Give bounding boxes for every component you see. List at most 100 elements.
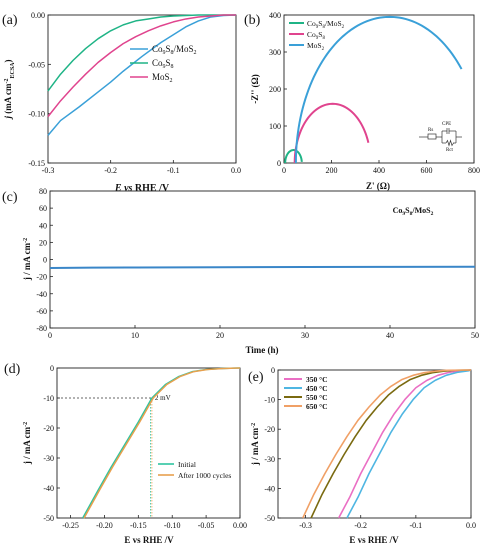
panel-e-xtick-label: -0.3 [299, 521, 312, 530]
panel-e-label: (e) [248, 370, 264, 385]
panel-e-xtick-label: 0.0 [466, 521, 476, 530]
panel-e-legend-label-350-c: 350 °C [306, 375, 328, 384]
panel-b-ytick-label: 300 [269, 48, 281, 57]
panel-e-xtick-label: -0.1 [410, 521, 423, 530]
panel-a-xtick-label: -0.3 [42, 166, 55, 175]
panel-e-ytick-label: 0 [271, 366, 275, 375]
panel-a: (a) -0.3 -0.2 -0.1 0.0 0.00 -0.05 -0.10 -0.15 E… [2, 11, 241, 194]
panel-d-xtick-label: -0.05 [198, 521, 215, 530]
panel-c-ytick-label: -60 [36, 307, 47, 316]
panel-d-lines [82, 367, 241, 519]
panel-d-xtick-label: 0.00 [233, 521, 247, 530]
inset-label-rs: Rs [428, 128, 433, 133]
equivalent-circuit-inset [419, 128, 462, 147]
panel-d-series-after-1000-cycles [83, 367, 241, 519]
panel-a-ytick-label: -0.15 [28, 159, 45, 168]
panel-a-xlabel: E vs RHE /V [114, 183, 170, 194]
panel-c-lines [49, 265, 476, 270]
panel-a-xtick-label: -0.2 [104, 166, 117, 175]
panel-a-series-co9s8 [47, 14, 236, 92]
panel-d-xtick-label: -0.20 [96, 521, 113, 530]
panel-e-ytick-label: -30 [264, 455, 275, 464]
inset-label-rct: Rct [446, 148, 454, 153]
panel-e-series-650-c [302, 369, 472, 519]
legend-label-b-mos2: MoS2 [307, 41, 325, 52]
legend-label-after-1000: After 1000 cycles [178, 471, 231, 480]
panel-a-ticks: -0.3 -0.2 -0.1 0.0 0.00 -0.05 -0.10 -0.15 [28, 11, 241, 175]
panel-b-xtick-label: 0 [282, 166, 286, 175]
panel-d-frame [56, 367, 241, 519]
legend-label-co9s8-mos2: Co9S8/MoS2 [152, 44, 197, 56]
panel-c-xtick-label: 10 [131, 331, 139, 340]
panel-a-frame [47, 14, 237, 164]
panel-e-ytick-label: -50 [264, 514, 275, 523]
panel-b-series-co9s8 [293, 102, 370, 164]
panel-d-ytick-label: -40 [43, 484, 54, 493]
panel-c-ytick-label: 60 [39, 204, 47, 213]
panel-c-ytick-label: 40 [39, 221, 47, 230]
panel-a-series-mos2 [47, 14, 236, 118]
panel-b-ytick-label: 200 [269, 85, 281, 94]
panel-b-ticks: 0 200 400 600 800 0 100 200 300 400 [269, 11, 480, 175]
panel-c-xtick-label: 0 [48, 331, 52, 340]
panel-b-xlabel: Z' (Ω) [366, 181, 390, 191]
panel-a-legend: Co9S8/MoS2 Co9S8 MoS2 [130, 44, 197, 84]
panel-d-annotation: 2 mV [57, 394, 171, 518]
panel-d-ytick-label: -30 [43, 454, 54, 463]
panel-c-ticks: 0 10 20 30 40 50 80 60 40 20 0 -20 -40 -60 -80 [36, 187, 479, 340]
panel-d-annotation-text: 2 mV [155, 394, 171, 402]
panel-e: (e) -0.3 -0.2 -0.1 0.0 0 -10 -20 -30 -40 -50 E vs… [248, 366, 476, 545]
panel-b-ytick-label: 400 [269, 11, 281, 20]
panel-c-title: Co9S8/MoS2 [393, 206, 434, 217]
panel-c-series-co9s8-mos2 [49, 265, 476, 270]
panel-e-ytick-label: -40 [264, 484, 275, 493]
panel-d-ytick-label: -20 [43, 424, 54, 433]
legend-label-initial: Initial [178, 460, 196, 469]
legend-label-b-co9s8: Co9S8 [307, 30, 325, 41]
panel-c-ytick-label: 0 [43, 256, 47, 265]
panel-b-ylabel: -Z'' (Ω) [250, 74, 260, 103]
panel-b-xtick-label: 200 [326, 166, 338, 175]
panel-a-lines [47, 14, 237, 136]
panel-e-ytick-label: -20 [264, 425, 275, 434]
panel-b-legend: Co9S8/MoS2 Co9S8 MoS2 [289, 19, 345, 52]
panel-e-series-550-c [310, 369, 472, 519]
legend-label-b-co9s8-mos2: Co9S8/MoS2 [307, 19, 345, 30]
panel-c-xlabel: Time (h) [245, 345, 278, 355]
panel-e-xtick-label: -0.2 [354, 521, 367, 530]
panel-d-ytick-label: 0 [50, 364, 54, 373]
panel-d-ytick-label: -50 [43, 514, 54, 523]
panel-e-xlabel: E vs RHE /V [349, 535, 399, 545]
panel-c-xtick-label: 40 [386, 331, 394, 340]
panel-c-ytick-label: 80 [39, 187, 47, 196]
panel-e-ticks: -0.3 -0.2 -0.1 0.0 0 -10 -20 -30 -40 -50 [264, 366, 476, 530]
panel-a-xtick-label: 0.0 [231, 166, 241, 175]
panel-e-lines [302, 369, 472, 519]
panel-d-legend: Initial After 1000 cycles [158, 460, 231, 480]
panel-c-xtick-label: 50 [471, 331, 479, 340]
panel-b-series-co9s8-mos2 [284, 149, 303, 163]
panel-b-ytick-label: 0 [277, 159, 281, 168]
panel-c-ytick-label: 20 [39, 238, 47, 247]
panel-e-series-350-c [337, 369, 472, 519]
panel-c-xtick-label: 20 [216, 331, 224, 340]
panel-e-legend-label-450-c: 450 °C [306, 384, 328, 393]
panel-c-ylabel: j / mA cm-2 [22, 238, 32, 281]
panel-c-ytick-label: -20 [36, 273, 47, 282]
panel-a-label: (a) [2, 13, 18, 28]
panel-e-ylabel: j / mA cm-2 [250, 423, 260, 466]
panel-c-xtick-label: 30 [301, 331, 309, 340]
legend-label-mos2: MoS2 [152, 72, 173, 84]
panel-b-label: (b) [244, 13, 261, 28]
inset-label-cpe: CPE [442, 122, 451, 127]
panel-b-xtick-label: 600 [421, 166, 433, 175]
panel-a-ylabel: j (mA cm-2ECSA) [3, 59, 16, 120]
panel-e-legend-label-550-c: 550 °C [306, 393, 328, 402]
panel-d-ytick-label: -10 [43, 394, 54, 403]
panel-c-ytick-label: -40 [36, 290, 47, 299]
panel-a-xtick-label: -0.1 [167, 166, 180, 175]
panel-d-xtick-label: -0.15 [130, 521, 147, 530]
panel-b: (b) 0 200 400 600 800 0 100 200 300 400 Z' (Ω) -Z… [244, 11, 480, 191]
